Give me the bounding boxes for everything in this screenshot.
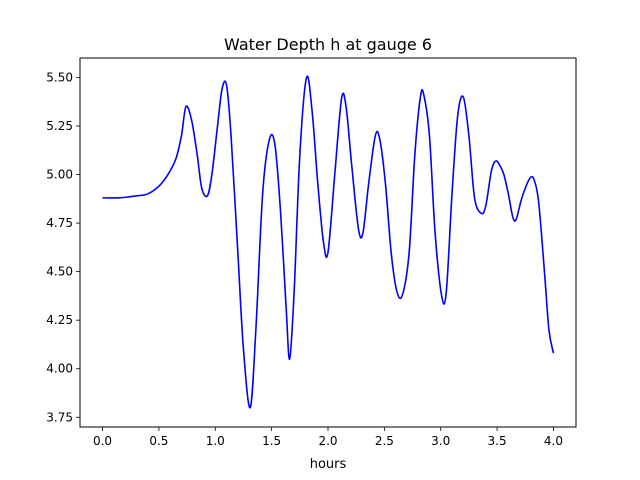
axis-ticks: 0.0 0.5 1.0 1.5 2.0 2.5 3.0 3.5 4.0 3.75 4.00 4.25 4… <box>46 70 563 448</box>
plot-frame <box>79 57 577 428</box>
y-tick-label: 3.75 <box>46 410 73 424</box>
x-axis-label: hours <box>310 457 347 472</box>
x-tick-label: 3.5 <box>488 434 507 448</box>
x-tick-label: 4.0 <box>544 434 563 448</box>
plot-area <box>102 75 555 409</box>
y-tick-label: 4.25 <box>46 313 73 327</box>
x-tick-label: 1.0 <box>206 434 225 448</box>
y-tick-label: 4.00 <box>46 362 73 376</box>
x-tick-label: 3.0 <box>431 434 450 448</box>
y-tick-label: 4.75 <box>46 216 73 230</box>
y-tick-label: 5.00 <box>46 168 73 182</box>
y-tick-label: 5.25 <box>46 119 73 133</box>
y-tick-label: 4.50 <box>46 265 73 279</box>
x-tick-label: 0.5 <box>149 434 168 448</box>
series-line-0 <box>102 75 555 409</box>
x-tick-label: 2.0 <box>318 434 337 448</box>
x-tick-label: 2.5 <box>375 434 394 448</box>
chart-title: Water Depth h at gauge 6 <box>224 35 432 54</box>
y-tick-label: 5.50 <box>46 70 73 84</box>
x-tick-label: 1.5 <box>262 434 281 448</box>
x-tick-label: 0.0 <box>93 434 112 448</box>
